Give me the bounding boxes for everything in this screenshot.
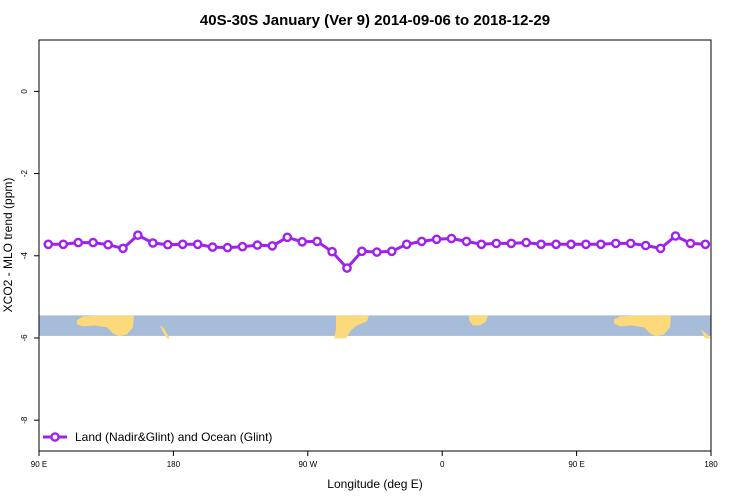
- data-point: [43, 239, 54, 250]
- data-point: [596, 239, 606, 250]
- x-tick-label: 90 E: [31, 460, 47, 469]
- data-point: [446, 233, 457, 244]
- data-point: [476, 239, 487, 250]
- data-point: [640, 240, 651, 251]
- data-point: [581, 239, 591, 250]
- land-shape-4: [469, 315, 488, 326]
- data-point: [133, 230, 143, 240]
- land-shape-3: [334, 315, 369, 339]
- x-tick-label: 90 W: [298, 460, 317, 469]
- data-point: [700, 239, 711, 250]
- land-shape-2: [160, 325, 170, 339]
- data-point: [357, 246, 367, 257]
- axes: 90 E 180 90 W 0 90 E 180 0 -2 -4 -6 -8: [20, 39, 718, 469]
- data-point: [267, 241, 278, 251]
- data-point: [177, 239, 188, 250]
- data-point: [566, 239, 576, 250]
- data-point: [551, 239, 561, 250]
- data-point: [58, 239, 69, 250]
- data-point: [342, 263, 352, 273]
- data-point: [491, 238, 502, 249]
- data-point: [88, 237, 98, 248]
- data-point: [506, 238, 517, 249]
- data-point: [611, 238, 621, 249]
- x-tick-label: 0: [440, 460, 445, 469]
- data-point: [461, 236, 472, 247]
- series-layer: [43, 230, 711, 273]
- data-point: [73, 237, 83, 248]
- data-point: [148, 238, 158, 248]
- data-point: [192, 239, 203, 250]
- data-point: [282, 232, 293, 243]
- data-point: [162, 239, 173, 250]
- y-tick-label: -8: [20, 416, 29, 424]
- data-point: [655, 243, 666, 254]
- data-point: [431, 234, 442, 245]
- land-shape-5: [614, 315, 671, 337]
- y-tick-label: -4: [20, 252, 29, 260]
- y-tick-label: -6: [20, 334, 29, 342]
- data-point: [118, 243, 128, 254]
- x-tick-label: 180: [704, 460, 718, 469]
- y-tick-label: 0: [20, 89, 29, 94]
- legend-label: Land (Nadir&Glint) and Ocean (Glint): [75, 430, 272, 444]
- data-point: [103, 239, 113, 250]
- y-axis-label: XCO2 - MLO trend (ppm): [1, 178, 15, 313]
- data-point: [297, 236, 308, 247]
- data-point: [386, 246, 397, 257]
- legend-swatch-marker: [50, 432, 60, 442]
- data-point: [207, 242, 218, 252]
- y-tick-label: -2: [20, 169, 29, 177]
- x-axis-label: Longitude (deg E): [327, 477, 422, 491]
- plot-frame: [38, 39, 712, 452]
- x-tick-label: 180: [167, 460, 181, 469]
- data-point: [521, 237, 532, 248]
- data-point: [416, 236, 427, 247]
- map-strip: [39, 315, 711, 339]
- data-point: [222, 242, 233, 253]
- land-shape-1: [77, 315, 134, 337]
- ocean-band: [39, 315, 711, 336]
- data-point: [312, 236, 322, 247]
- legend: Land (Nadir&Glint) and Ocean (Glint): [43, 430, 272, 444]
- x-tick-label: 90 E: [568, 460, 584, 469]
- data-point: [252, 240, 263, 250]
- data-point: [401, 239, 412, 250]
- data-point: [685, 238, 696, 249]
- data-point: [670, 231, 681, 241]
- land-shape-6: [701, 329, 711, 339]
- data-point: [536, 239, 546, 250]
- chart-title: 40S-30S January (Ver 9) 2014-09-06 to 20…: [200, 12, 550, 29]
- data-point: [237, 241, 248, 252]
- data-point: [327, 246, 337, 257]
- data-point: [372, 247, 382, 257]
- data-point: [625, 238, 636, 249]
